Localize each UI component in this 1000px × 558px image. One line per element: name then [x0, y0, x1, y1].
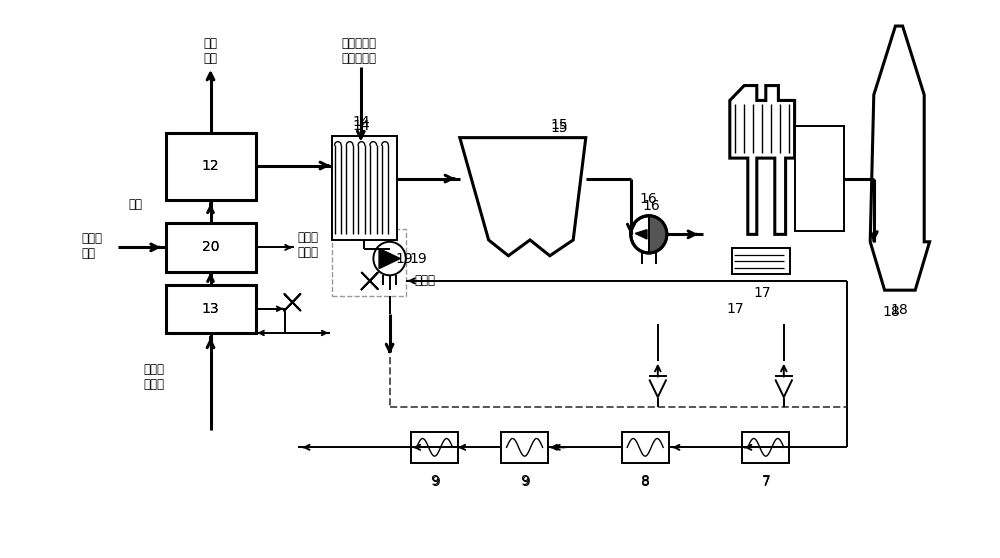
Text: 12: 12 — [202, 158, 219, 172]
Text: 9: 9 — [521, 475, 530, 489]
Text: 20: 20 — [202, 240, 219, 254]
Text: 再循环: 再循环 — [415, 275, 436, 287]
Text: 15: 15 — [550, 121, 568, 136]
Text: 13: 13 — [202, 302, 219, 316]
Text: 锅炉省某器
来的热烟气: 锅炉省某器 来的热烟气 — [342, 37, 376, 65]
Text: 9: 9 — [431, 475, 440, 489]
Text: 14: 14 — [352, 116, 370, 129]
Text: 9: 9 — [520, 474, 529, 488]
Bar — [332, 136, 397, 240]
Bar — [411, 431, 458, 463]
Text: 20: 20 — [202, 240, 219, 254]
Text: 18: 18 — [883, 305, 901, 319]
Text: 8: 8 — [641, 475, 650, 489]
Bar — [742, 431, 789, 463]
Text: 18: 18 — [890, 303, 908, 317]
Text: 13: 13 — [202, 302, 219, 316]
Text: 14: 14 — [352, 118, 370, 133]
Bar — [166, 223, 256, 272]
Bar — [166, 133, 256, 200]
Bar — [732, 248, 790, 275]
Polygon shape — [649, 216, 667, 253]
Bar — [795, 127, 844, 230]
Text: 15: 15 — [550, 118, 568, 132]
Text: 7: 7 — [761, 474, 770, 488]
Text: 19: 19 — [409, 252, 427, 266]
Text: 进入
锅炉: 进入 锅炉 — [204, 37, 218, 65]
Text: 8: 8 — [641, 474, 650, 488]
Text: 疏水回
凝汽器: 疏水回 凝汽器 — [298, 230, 319, 258]
Bar — [501, 431, 548, 463]
Bar — [166, 285, 256, 333]
Text: 9: 9 — [430, 474, 439, 488]
Polygon shape — [379, 248, 400, 268]
Text: 17: 17 — [726, 302, 744, 316]
Text: 热风: 热风 — [129, 198, 143, 211]
Text: 16: 16 — [640, 193, 658, 206]
Text: 16: 16 — [643, 199, 660, 214]
Text: 12: 12 — [202, 160, 219, 174]
Text: 7: 7 — [761, 475, 770, 489]
Bar — [332, 229, 406, 296]
Text: 19: 19 — [395, 252, 413, 266]
Text: 风机出
口冷风: 风机出 口冷风 — [143, 363, 164, 391]
Text: 中排抜
汽来: 中排抜 汽来 — [82, 233, 103, 261]
Text: 17: 17 — [753, 286, 771, 300]
Polygon shape — [635, 230, 647, 239]
Bar — [622, 431, 669, 463]
